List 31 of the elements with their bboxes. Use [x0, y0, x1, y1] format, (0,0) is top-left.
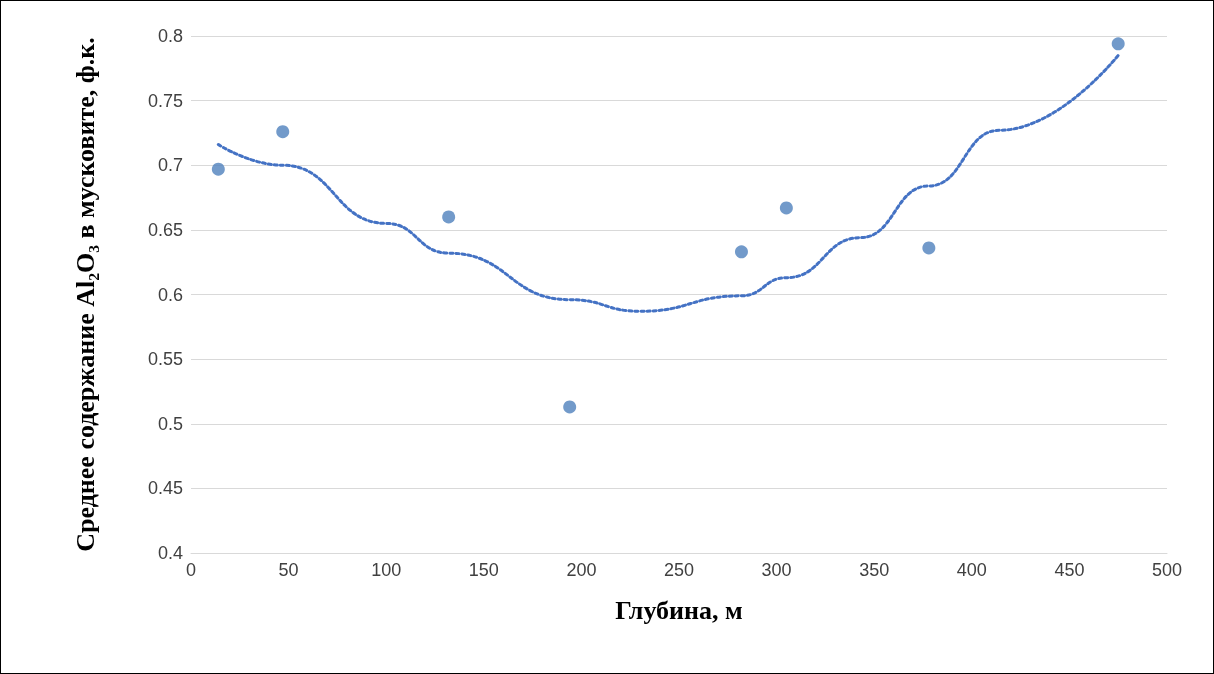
- point: [442, 210, 456, 224]
- y-axis-title: Среднее содержание Al₂O₃ в мусковите, ф.к.: [70, 37, 100, 552]
- y-tick-label: 0.4: [157, 543, 183, 563]
- x-tick-label: 250: [663, 560, 695, 580]
- y-tick-label: 0.5: [157, 413, 183, 434]
- x-tick-label: 200: [566, 560, 597, 580]
- x-tick-label: 350: [859, 560, 890, 580]
- y-tick-label: 0.55: [147, 349, 183, 370]
- x-tick-label: 0: [185, 560, 197, 580]
- y-tick-label: 0.7: [157, 155, 183, 176]
- x-tick-label: 500: [1151, 560, 1183, 580]
- x-axis-title: Глубина, м: [615, 595, 743, 625]
- x-tick-label: 300: [761, 560, 792, 580]
- point: [922, 241, 936, 255]
- line-series: [216, 53, 1120, 313]
- x-tick-label: 150: [468, 560, 499, 580]
- point: [779, 201, 793, 215]
- y-tick-label: 0.6: [157, 284, 183, 305]
- y-tick-label: 0.75: [147, 90, 183, 111]
- point: [211, 162, 225, 176]
- x-tick-label: 50: [278, 560, 299, 580]
- x-tick-label: 100: [371, 560, 402, 580]
- x-tick-label: 400: [956, 560, 987, 580]
- y-tick-label: 0.8: [157, 26, 183, 46]
- point: [734, 245, 748, 259]
- point: [276, 125, 290, 139]
- y-tick-label: 0.65: [147, 219, 183, 240]
- point: [563, 400, 577, 414]
- y-tick-label: 0.45: [147, 478, 183, 499]
- point: [1111, 37, 1125, 51]
- x-tick-label: 450: [1054, 560, 1085, 580]
